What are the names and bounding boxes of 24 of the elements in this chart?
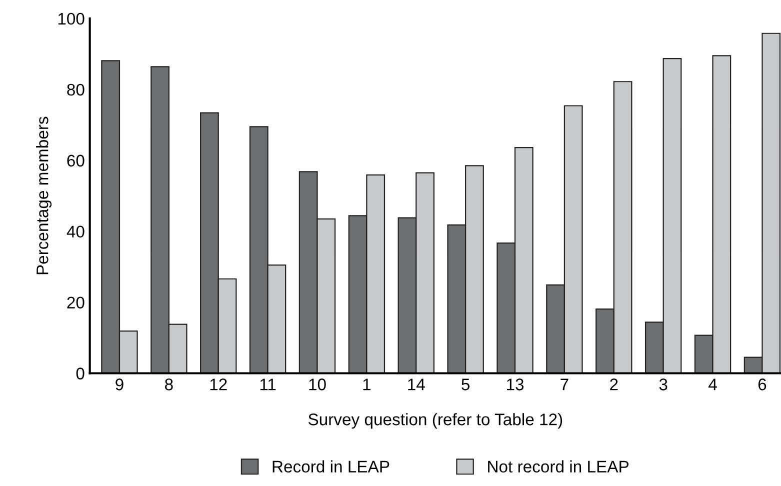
y-tick-label: 0 — [76, 368, 84, 380]
x-tick-label: 8 — [165, 378, 173, 390]
y-tick-label: 100 — [58, 12, 84, 25]
x-tick-label: 14 — [408, 378, 425, 390]
x-tick-label: 3 — [659, 378, 668, 390]
y-axis-title: Percentage members — [36, 116, 52, 274]
x-tick-label: 6 — [758, 378, 766, 390]
x-tick-label: 7 — [560, 378, 568, 390]
y-tick-label: 80 — [67, 84, 84, 96]
x-tick-label: 10 — [309, 378, 326, 390]
x-axis-title: Survey question (refer to Table 12) — [308, 413, 562, 429]
x-tick-label: 1 — [363, 378, 371, 390]
y-tick-label: 60 — [67, 154, 84, 167]
x-tick-label: 9 — [116, 378, 124, 390]
x-tick-label: 5 — [462, 378, 470, 390]
x-tick-label: 13 — [507, 378, 524, 390]
x-tick-label: 2 — [610, 378, 618, 390]
x-tick-label: 11 — [260, 378, 276, 390]
y-tick-label: 20 — [67, 296, 84, 308]
x-tick-label: 4 — [708, 378, 717, 390]
legend-label: Record in LEAP — [272, 460, 390, 473]
y-tick-label: 40 — [66, 226, 84, 238]
x-tick-label: 12 — [210, 378, 227, 390]
legend-label: Not record in LEAP — [488, 460, 628, 473]
